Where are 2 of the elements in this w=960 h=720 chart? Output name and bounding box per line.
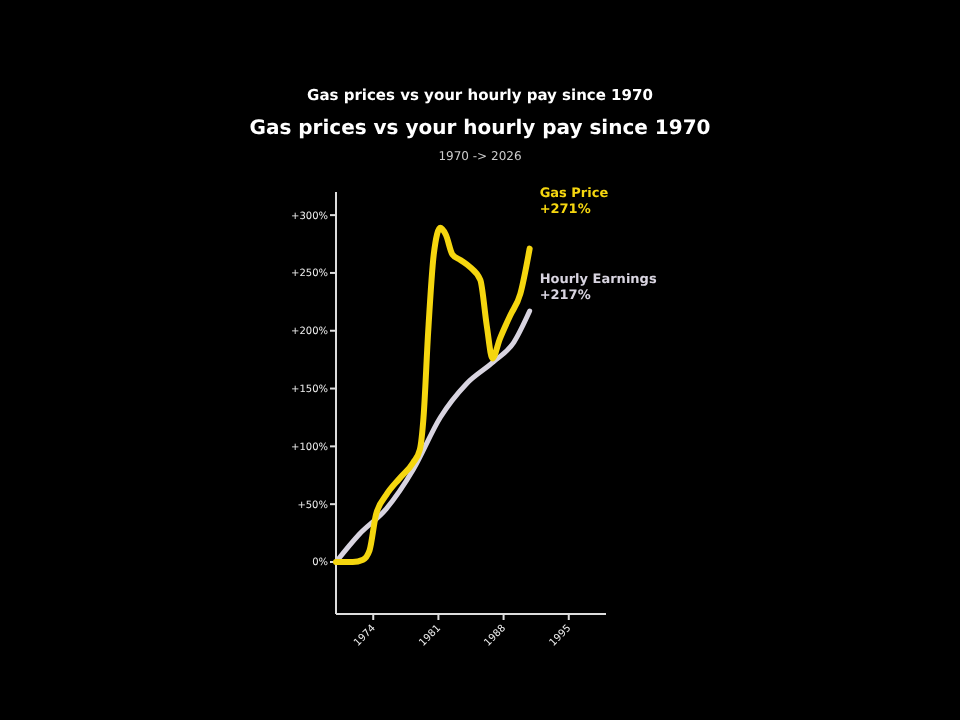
line-series (333, 224, 533, 565)
chart-title: Gas prices vs your hourly pay since 1970 (249, 118, 711, 140)
